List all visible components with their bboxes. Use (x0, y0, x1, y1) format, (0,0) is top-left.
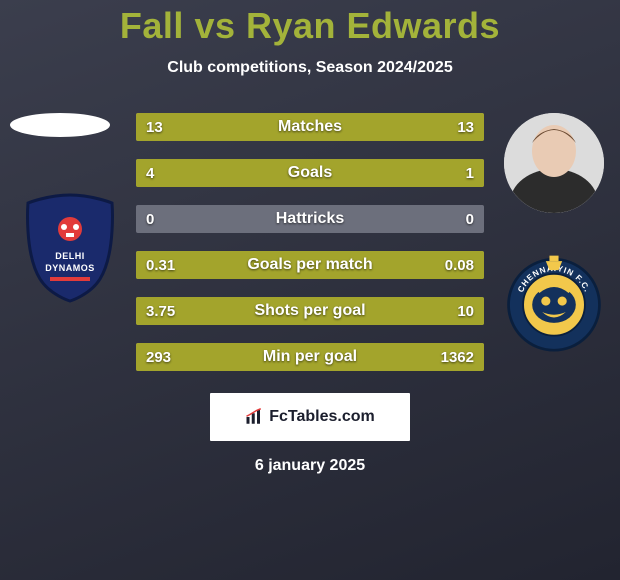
generated-date: 6 january 2025 (255, 457, 365, 475)
stat-metric-label: Hattricks (136, 205, 484, 233)
stat-row: 13Matches13 (136, 113, 484, 141)
stat-row: 4Goals1 (136, 159, 484, 187)
page-subtitle: Club competitions, Season 2024/2025 (167, 59, 452, 77)
player1-avatar (10, 113, 110, 137)
chart-icon (245, 408, 263, 426)
stat-metric-label: Shots per goal (136, 297, 484, 325)
player2-portrait-icon (504, 113, 604, 213)
page-title: Fall vs Ryan Edwards (120, 5, 500, 47)
stat-metric-label: Min per goal (136, 343, 484, 371)
club2-logo: CHENNAIYIN F.C. (504, 247, 604, 357)
stat-row: 0Hattricks0 (136, 205, 484, 233)
stat-value-player2: 1362 (441, 343, 474, 371)
stat-value-player2: 1 (466, 159, 474, 187)
watermark: FcTables.com (210, 393, 410, 441)
stat-row: 293Min per goal1362 (136, 343, 484, 371)
stat-metric-label: Goals (136, 159, 484, 187)
watermark-text: FcTables.com (269, 408, 375, 426)
club2-crest-icon: CHENNAIYIN F.C. (504, 247, 604, 357)
stat-value-player2: 10 (457, 297, 474, 325)
stat-row: 3.75Shots per goal10 (136, 297, 484, 325)
club1-crest-icon: DELHI DYNAMOS (20, 193, 120, 303)
stats-area: DELHI DYNAMOS CHENNAIYIN F.C. (0, 113, 620, 371)
stat-bars: 13Matches13 4Goals1 0Hattricks0 0.31Goals p… (136, 113, 484, 371)
player2-avatar (504, 113, 604, 213)
stat-row: 0.31Goals per match0.08 (136, 251, 484, 279)
stat-metric-label: Goals per match (136, 251, 484, 279)
club1-logo: DELHI DYNAMOS (20, 193, 120, 303)
stat-value-player2: 0.08 (445, 251, 474, 279)
stat-metric-label: Matches (136, 113, 484, 141)
svg-text:DELHI: DELHI (55, 251, 85, 261)
svg-text:DYNAMOS: DYNAMOS (45, 263, 95, 273)
stat-value-player2: 0 (466, 205, 474, 233)
comparison-card: Fall vs Ryan Edwards Club competitions, … (0, 0, 620, 580)
stat-value-player2: 13 (457, 113, 474, 141)
